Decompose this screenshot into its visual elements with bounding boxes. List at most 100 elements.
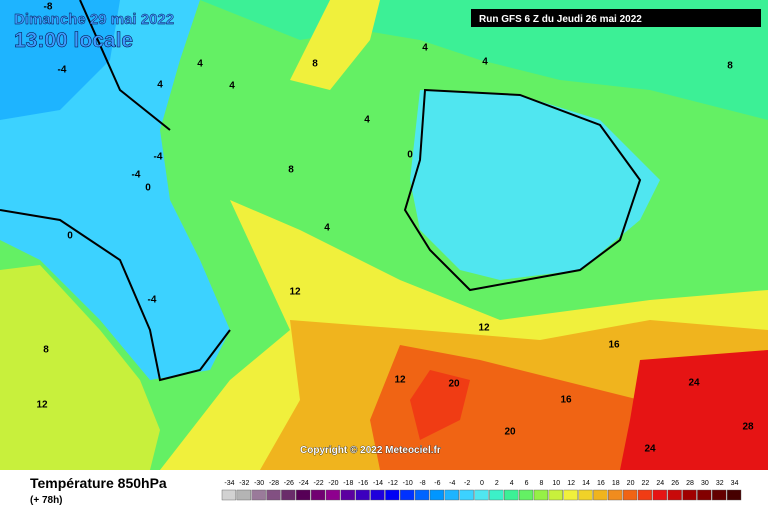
scale-label: -32 [239,480,249,487]
contour-label: 4 [157,80,163,91]
scale-swatch [682,489,697,501]
scale-label: 22 [642,480,650,487]
scale-swatch [236,489,251,501]
scale-label: 8 [539,480,543,487]
scale-label: 28 [686,480,694,487]
scale-label: -8 [419,480,425,487]
contour-label: 12 [478,323,490,334]
scale-swatch [385,489,400,501]
contour-label: 20 [504,427,516,438]
contour-label: -8 [44,2,53,13]
scale-swatch [504,489,519,501]
scale-swatch [325,489,341,501]
scale-label: 26 [671,480,679,487]
header: Dimanche 29 mai 2022 13:00 locale Run GF… [14,9,761,52]
forecast-date: Dimanche 29 mai 2022 [14,11,174,28]
contour-label: 0 [407,150,413,161]
scale-label: -12 [388,480,398,487]
scale-swatch [667,489,682,501]
scale-swatch [444,489,459,501]
contour-label: 4 [422,43,428,54]
color-scale: -34 -32 -30 -28 -26 -24 -22 -20 -18 -16 -14 -12 -10-… [221,480,742,501]
scale-swatch [414,489,430,501]
contour-label: 8 [43,345,49,356]
contour-label: 24 [688,378,700,389]
map-background [0,0,768,470]
scale-label: 14 [582,480,590,487]
scale-swatch [296,489,311,501]
scale-swatch [578,489,593,501]
scale-label: -24 [299,480,309,487]
scale-swatch [608,489,623,501]
contour-label: -4 [148,295,157,306]
scale-label: 12 [567,480,575,487]
contour-label: 0 [145,183,151,194]
contour-label: -4 [132,170,141,181]
scale-swatch [548,489,563,501]
scale-label: 18 [612,480,620,487]
scale-swatch [518,489,534,501]
scale-swatch [622,489,638,501]
contour-label: 16 [560,395,572,406]
scale-label: 10 [552,480,560,487]
contour-label: 4 [197,59,203,70]
scale-swatch [459,489,474,501]
scale-swatch [310,489,326,501]
scale-label: -6 [434,480,440,487]
scale-swatch [221,489,237,501]
run-info: Run GFS 6 Z du Jeudi 26 mai 2022 [479,14,642,25]
contour-label: 12 [289,287,301,298]
contour-label: 20 [448,379,460,390]
contour-label: 8 [312,59,318,70]
scale-swatch [281,489,296,501]
scale-label: 24 [656,480,664,487]
copyright: Copyright © 2022 Meteociel.fr [300,445,441,456]
contour-label: 12 [394,375,406,386]
scale-label: -22 [314,480,324,487]
scale-swatch [429,489,445,501]
scale-label: -14 [373,480,383,487]
scale-swatch [489,489,504,501]
contour-label: 8 [288,165,294,176]
footer-title: Température 850hPa [30,475,167,491]
contour-label: 28 [742,422,754,433]
scale-swatch [593,489,608,501]
scale-label: -20 [328,480,338,487]
scale-swatch [652,489,667,501]
scale-label: 6 [525,480,529,487]
scale-label: 20 [627,480,635,487]
scale-label: -10 [403,480,413,487]
contour-label: 4 [364,115,370,126]
contour-label: 12 [36,400,48,411]
contour-label: 24 [644,444,656,455]
scale-swatch [563,489,578,501]
scale-swatch [400,489,415,501]
scale-label: -26 [284,480,294,487]
scale-swatch [370,489,385,501]
scale-swatch [712,489,727,501]
scale-label: -2 [464,480,470,487]
scale-label: 4 [510,480,514,487]
scale-label: 34 [731,480,739,487]
contour-label: 0 [67,231,73,242]
scale-swatch [340,489,355,501]
scale-label: -30 [254,480,264,487]
scale-label: 32 [716,480,724,487]
contour-label: -4 [154,152,163,163]
run-box [471,9,761,27]
contour-label: 4 [482,57,488,68]
scale-label: 0 [480,480,484,487]
scale-swatch [726,489,742,501]
contour-label: 16 [608,340,620,351]
scale-label: 30 [701,480,709,487]
scale-label: -4 [449,480,455,487]
forecast-time: 13:00 locale [14,29,133,52]
scale-swatch [251,489,266,501]
scale-label: 2 [495,480,499,487]
scale-label: -34 [224,480,234,487]
scale-swatch [697,489,712,501]
contour-label: 4 [229,81,235,92]
scale-swatch [474,489,489,501]
scale-swatch [533,489,549,501]
